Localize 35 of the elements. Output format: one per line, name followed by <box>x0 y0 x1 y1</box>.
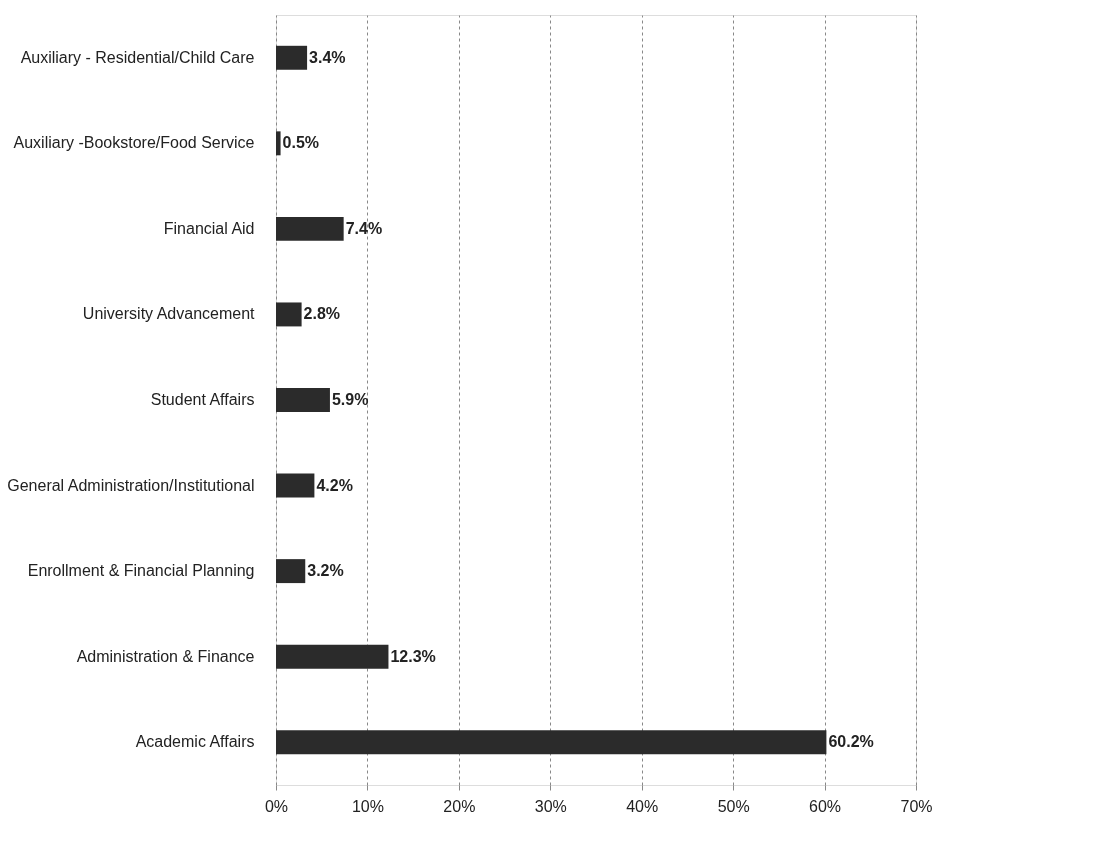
y-tick-label: Academic Affairs <box>135 733 255 751</box>
data-label: 5.9% <box>331 391 369 408</box>
y-tick-label: General Administration/Institutional <box>7 476 255 494</box>
y-tick-label: Administration & Finance <box>76 647 255 665</box>
data-label: 2.8% <box>303 305 341 323</box>
bar <box>276 45 308 70</box>
y-tick-label: Auxiliary - Residential/Child Care <box>20 48 255 66</box>
x-tick-label: 50% <box>717 797 750 815</box>
data-label: 12.3% <box>390 647 436 665</box>
data-label: 0.5% <box>282 134 320 152</box>
y-tick-label: Enrollment & Financial Planning <box>27 562 255 580</box>
bar <box>276 473 315 498</box>
bar <box>276 216 344 241</box>
x-tick-label: 60% <box>809 797 842 815</box>
bar <box>276 302 302 327</box>
data-label: 3.4% <box>309 48 346 66</box>
x-tick-label: 40% <box>626 797 659 815</box>
data-label: 4.2% <box>316 476 353 494</box>
data-label: 60.2% <box>828 733 874 751</box>
bar <box>276 730 827 755</box>
bar <box>276 388 330 412</box>
bar <box>276 644 389 669</box>
x-tick-label: 0% <box>264 797 289 815</box>
data-label: 7.4% <box>345 219 383 237</box>
bar <box>276 131 281 156</box>
y-tick-label: Student Affairs <box>150 391 255 408</box>
y-tick-label: Financial Aid <box>163 219 255 237</box>
y-tick-label: Auxiliary -Bookstore/Food Service <box>13 134 255 152</box>
x-tick-label: 30% <box>534 797 567 815</box>
y-tick-label: University Advancement <box>82 305 256 323</box>
x-tick-label: 10% <box>351 797 384 815</box>
x-tick-label: 70% <box>900 797 933 815</box>
bar <box>276 559 306 584</box>
x-tick-label: 20% <box>443 797 476 815</box>
data-label: 3.2% <box>307 562 344 580</box>
